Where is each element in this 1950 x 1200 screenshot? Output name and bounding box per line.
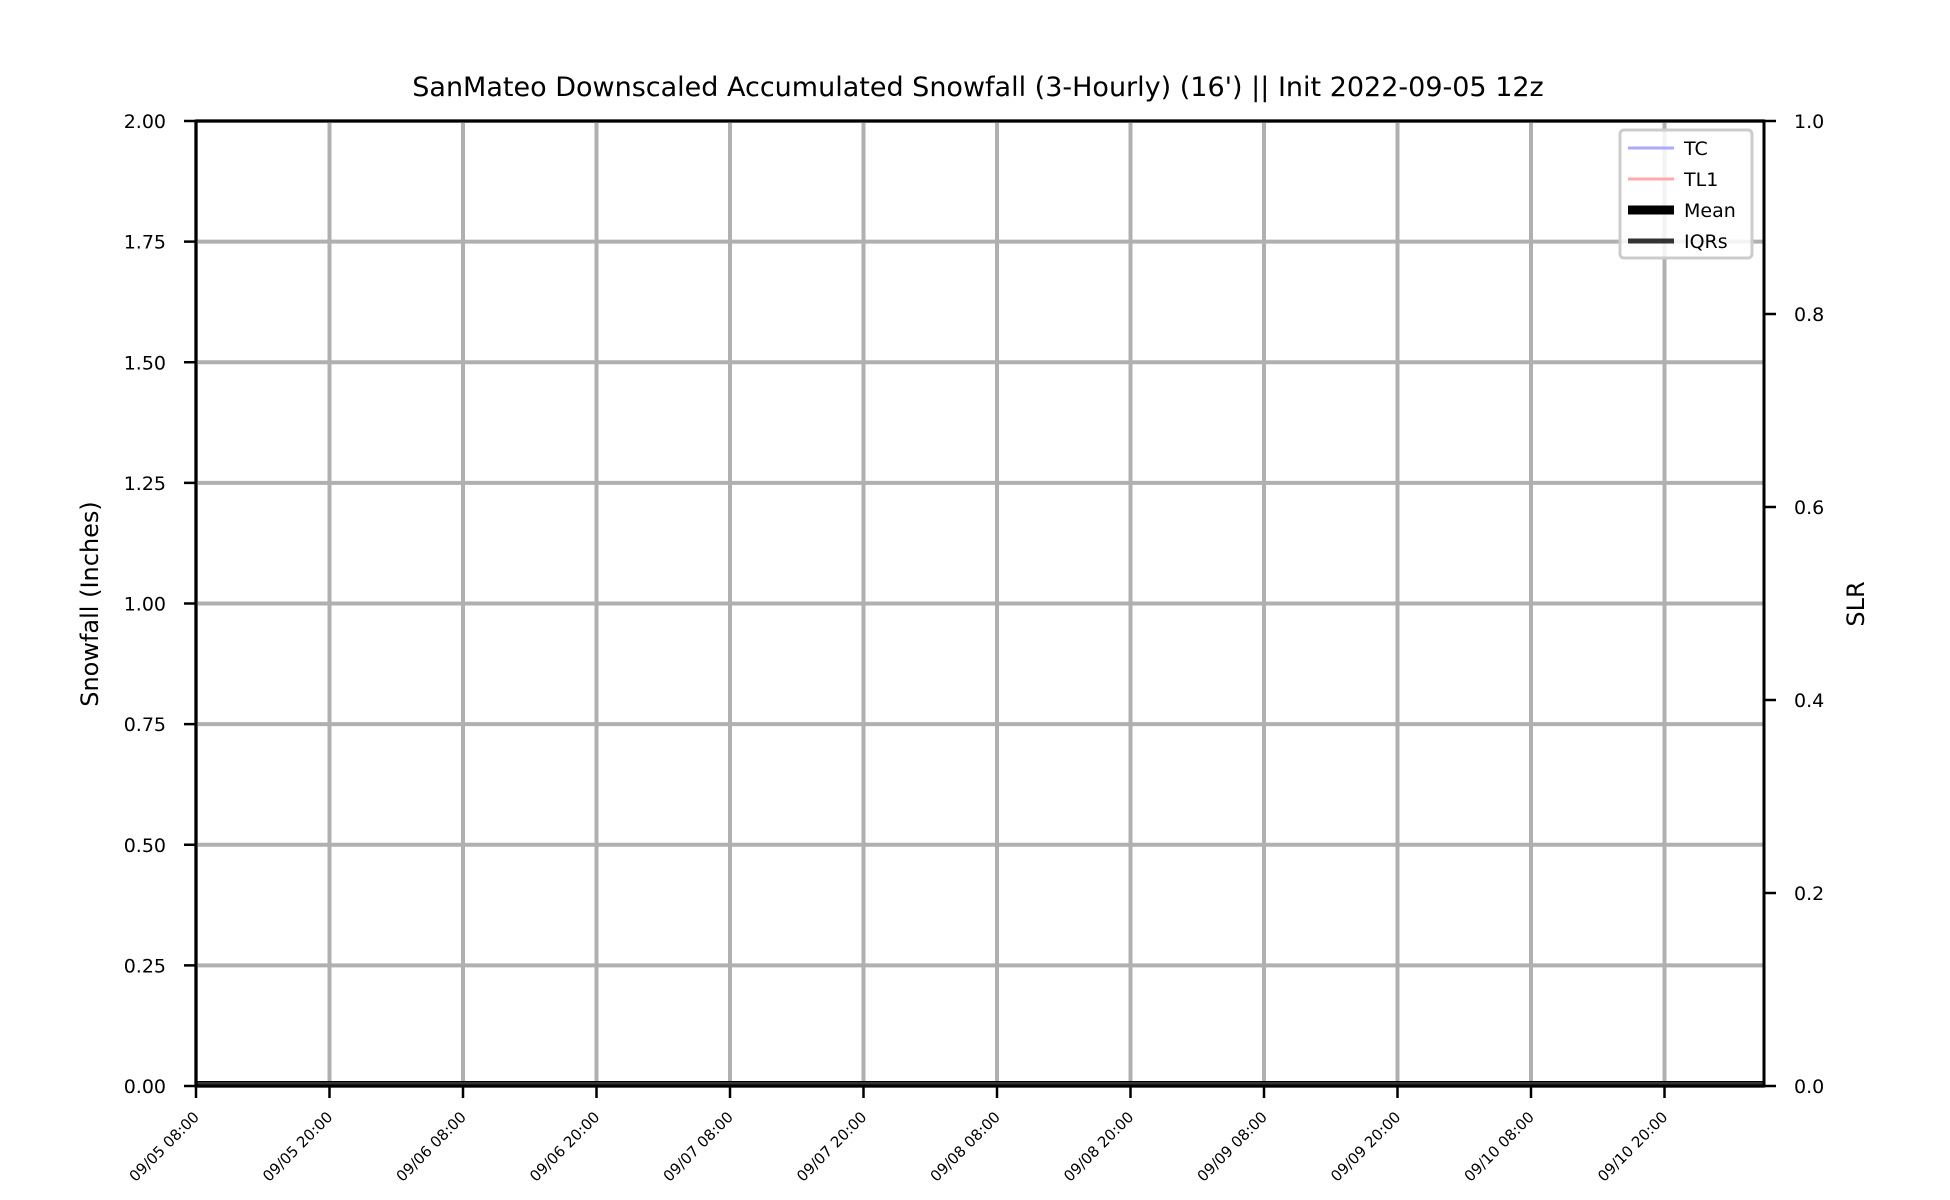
y2-tick-label: 0.6 bbox=[1794, 497, 1824, 519]
legend-label: TC bbox=[1683, 138, 1708, 160]
x-tick-label: 09/09 20:00 bbox=[1327, 1108, 1404, 1185]
y-tick-label: 0.50 bbox=[124, 835, 166, 857]
x-tick-label: 09/05 20:00 bbox=[259, 1108, 336, 1185]
y-tick-label: 0.25 bbox=[124, 955, 166, 977]
y-tick-label: 1.25 bbox=[124, 473, 166, 495]
x-tick-label: 09/07 20:00 bbox=[793, 1108, 870, 1185]
legend-label: TL1 bbox=[1683, 169, 1718, 191]
x-tick-label: 09/07 08:00 bbox=[660, 1108, 737, 1185]
y2-tick-label: 1.0 bbox=[1794, 111, 1824, 133]
legend-label: IQRs bbox=[1684, 231, 1728, 253]
y-tick-label: 1.75 bbox=[124, 232, 166, 254]
x-tick-label: 09/08 20:00 bbox=[1060, 1108, 1137, 1185]
y-tick-label: 0.00 bbox=[124, 1076, 166, 1098]
legend-box bbox=[1618, 128, 1754, 260]
y-tick-label: 0.75 bbox=[124, 714, 166, 736]
legend-label: Mean bbox=[1684, 200, 1736, 222]
grid-lines bbox=[194, 119, 1764, 1088]
y2-axis-label: SLR bbox=[1842, 581, 1870, 626]
legend: TC TL1 Mean IQRs bbox=[1618, 128, 1754, 260]
y-tick-label: 1.00 bbox=[124, 594, 166, 616]
x-tick-label: 09/06 20:00 bbox=[526, 1108, 603, 1185]
y-tick-label: 2.00 bbox=[124, 111, 166, 133]
x-tick-label: 09/06 08:00 bbox=[393, 1108, 470, 1185]
x-tick-label: 09/09 08:00 bbox=[1194, 1108, 1271, 1185]
y2-axis-ticks: 0.0 0.2 0.4 0.6 0.8 1.0 bbox=[1764, 111, 1824, 1098]
y2-tick-label: 0.4 bbox=[1794, 690, 1824, 712]
y2-tick-label: 0.0 bbox=[1794, 1076, 1824, 1098]
y-tick-label: 1.50 bbox=[124, 352, 166, 374]
x-axis-ticks: 09/05 08:00 09/05 20:00 09/06 08:00 09/06 2… bbox=[126, 1086, 1671, 1185]
y-axis-label: Snowfall (Inches) bbox=[76, 501, 104, 707]
y2-tick-label: 0.2 bbox=[1794, 883, 1824, 905]
x-tick-label: 09/10 20:00 bbox=[1594, 1108, 1671, 1185]
x-tick-label: 09/05 08:00 bbox=[126, 1108, 203, 1185]
y-axis-ticks: 0.00 0.25 0.50 0.75 1.00 1.25 1.50 1.75 2.00 bbox=[124, 111, 196, 1098]
y2-tick-label: 0.8 bbox=[1794, 304, 1824, 326]
x-tick-label: 09/10 08:00 bbox=[1461, 1108, 1538, 1185]
chart-title: SanMateo Downscaled Accumulated Snowfall… bbox=[412, 72, 1543, 103]
x-tick-label: 09/08 08:00 bbox=[927, 1108, 1004, 1185]
